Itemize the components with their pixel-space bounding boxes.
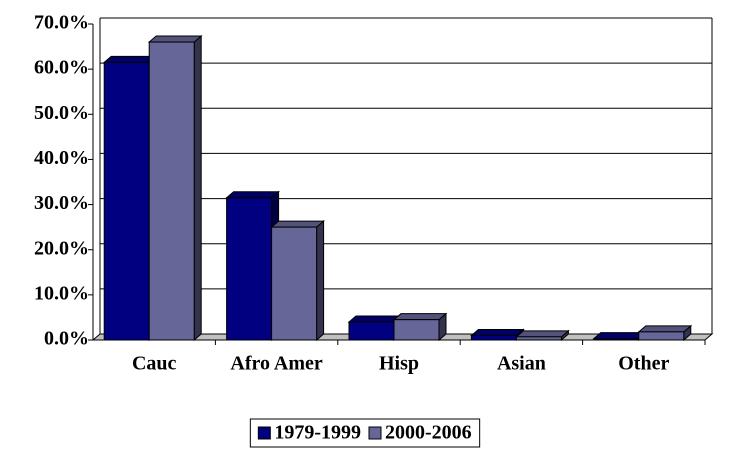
bar: [470, 334, 517, 341]
bar-top: [515, 330, 570, 338]
bar-top: [225, 191, 280, 199]
bar: [593, 338, 640, 341]
bar: [271, 226, 318, 341]
bar: [393, 319, 440, 341]
x-tick-label: Hisp: [379, 353, 419, 375]
y-tick-label: 40.0%: [34, 147, 89, 169]
bar-top: [392, 313, 448, 321]
bar: [148, 41, 195, 341]
y-tick-label: 10.0%: [34, 282, 89, 304]
bar: [348, 321, 395, 341]
legend: 1979-1999 2000-2006: [249, 418, 481, 448]
bar: [226, 197, 273, 341]
bar-top: [270, 220, 325, 228]
bar: [103, 61, 150, 341]
y-tick-label: 70.0%: [34, 12, 89, 34]
legend-label: 1979-1999: [274, 422, 361, 444]
y-tick-label: 20.0%: [34, 237, 89, 259]
y-tick-label: 60.0%: [34, 57, 89, 79]
y-tick-label: 0.0%: [44, 328, 89, 350]
y-tick-label: 30.0%: [34, 192, 89, 214]
x-tick-label: Cauc: [132, 353, 177, 375]
y-tick-label: 50.0%: [34, 102, 89, 124]
bar: [638, 331, 685, 341]
bar-top: [147, 35, 203, 43]
x-tick-label: Asian: [497, 353, 546, 375]
legend-swatch: [257, 426, 271, 440]
x-tick-label: Afro Amer: [230, 353, 322, 375]
bar-top: [102, 55, 158, 63]
bar-top: [637, 325, 693, 333]
bar-top: [592, 332, 648, 340]
bar-top: [347, 315, 403, 323]
legend-label: 2000-2006: [385, 422, 472, 444]
legend-swatch: [368, 426, 382, 440]
bar-top: [470, 328, 525, 336]
x-tick-label: Other: [618, 353, 669, 375]
legend-box: [249, 418, 481, 448]
bar: [515, 336, 562, 341]
bar-side: [193, 34, 202, 342]
bar-side: [316, 220, 325, 342]
